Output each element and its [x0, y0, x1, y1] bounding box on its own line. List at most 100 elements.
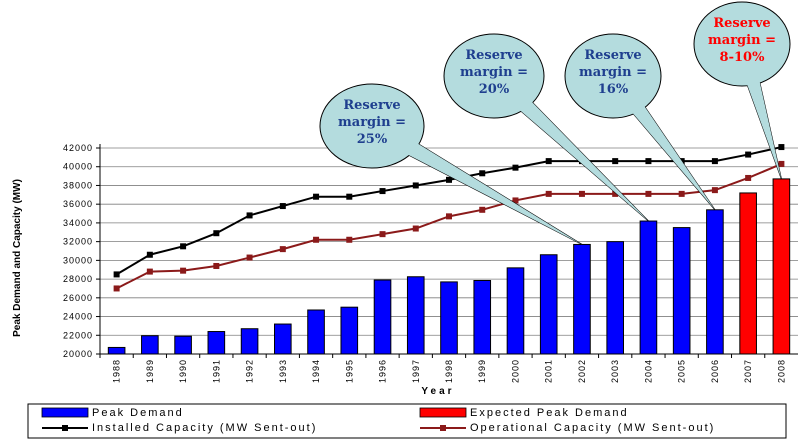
x-tick-label: 1996: [378, 359, 388, 383]
x-tick-label: 1988: [112, 359, 122, 383]
series-point: [778, 144, 785, 151]
callout-pointer-fill: [605, 70, 715, 210]
bar: [340, 306, 359, 355]
series-point: [412, 182, 419, 189]
bar: [739, 192, 757, 355]
series-point: [479, 170, 486, 177]
series-point: [246, 212, 253, 219]
series-point: [545, 190, 552, 197]
legend-label: Operational Capacity (MW Sent-out): [470, 422, 715, 434]
series-point: [545, 158, 552, 165]
y-tick-label: 42000: [63, 143, 93, 153]
series-point: [645, 190, 652, 197]
callout-pointer-fill: [367, 118, 582, 245]
legend-swatch-marker: [440, 425, 446, 431]
legend-swatch: [41, 407, 89, 418]
x-tick-label: 2005: [677, 359, 687, 383]
series-point: [678, 190, 685, 197]
x-tick-label: 1993: [278, 359, 288, 383]
callout-text-line: Reserve: [343, 98, 400, 113]
series-point: [446, 213, 452, 220]
series-point: [711, 187, 718, 194]
y-tick-label: 26000: [63, 293, 93, 303]
x-tick-label: 2000: [510, 359, 520, 383]
y-tick-label: 24000: [63, 312, 93, 322]
bar: [672, 227, 691, 355]
series-point: [612, 190, 619, 197]
legend-label: Installed Capacity (MW Sent-out): [92, 422, 317, 434]
callout-text-line: 20%: [479, 82, 510, 97]
series-point: [346, 193, 353, 200]
callout-pointer-fill: [733, 41, 782, 179]
series-point: [745, 174, 752, 181]
y-tick-label: 40000: [63, 162, 93, 172]
bar: [373, 279, 392, 355]
callout-text: Reserve margin = 16%: [579, 48, 647, 97]
x-tick-label: 2006: [710, 359, 720, 383]
y-tick-label: 30000: [63, 255, 93, 265]
x-tick-label: 1994: [311, 359, 321, 383]
callout-text-line: 25%: [357, 132, 388, 147]
series-point: [213, 230, 220, 237]
callout-text-line: margin =: [579, 65, 647, 80]
x-tick-label: 1998: [444, 359, 454, 383]
callout-text-line: margin =: [708, 33, 776, 48]
bar: [240, 328, 259, 355]
callout-text-line: 8-10%: [720, 50, 766, 65]
bar: [639, 220, 658, 355]
x-tick-label: 2004: [643, 359, 653, 383]
series-point: [279, 203, 286, 210]
series-point: [313, 236, 320, 243]
series-point: [479, 206, 486, 213]
bar: [274, 323, 292, 355]
bar: [506, 267, 525, 355]
bar: [107, 346, 126, 355]
x-tick-label: 1991: [211, 359, 221, 383]
x-tick-label: 2003: [610, 359, 620, 383]
bar: [207, 331, 226, 355]
bar: [440, 281, 458, 355]
x-tick-label: 2001: [544, 359, 554, 383]
y-tick-label: 20000: [63, 349, 93, 359]
x-tick-label: 1989: [145, 359, 155, 383]
legend-box: [27, 403, 787, 439]
legend-label: Expected Peak Demand: [470, 407, 629, 419]
series-point: [612, 158, 619, 165]
callout-text-line: Reserve: [465, 48, 522, 63]
legend-label: Peak Demand: [92, 407, 184, 419]
series-point: [711, 158, 718, 165]
series-point: [146, 251, 153, 258]
series-point: [146, 268, 153, 275]
legend-swatch: [419, 407, 467, 418]
callout-text-line: margin =: [338, 115, 406, 130]
y-tick-label: 22000: [63, 330, 93, 340]
series-point: [412, 225, 419, 232]
x-tick-label: 2002: [577, 359, 587, 383]
y-tick-label: 36000: [63, 199, 93, 209]
x-tick-label: 1999: [477, 359, 487, 383]
callout-text-line: 16%: [598, 82, 629, 97]
bars: [107, 178, 791, 355]
y-tick-label: 34000: [63, 218, 93, 228]
bar: [141, 335, 159, 355]
bar: [174, 335, 192, 355]
series-point: [379, 231, 386, 238]
series-point: [512, 197, 519, 204]
series-point: [213, 262, 220, 269]
series-point: [313, 193, 320, 200]
series-point: [246, 254, 253, 261]
y-tick-label: 38000: [63, 180, 93, 190]
y-axis-label: Peak Demand and Capacity (MW): [12, 179, 23, 337]
bar: [573, 243, 591, 355]
bar: [606, 241, 625, 355]
series-point: [446, 176, 452, 183]
series-point: [379, 188, 386, 195]
legend-swatch-marker: [62, 425, 68, 431]
series-point: [778, 160, 785, 167]
bar: [706, 209, 724, 355]
series-point: [578, 190, 585, 197]
callout-text: Reserve margin = 20%: [460, 48, 528, 97]
callout-text: Reserve margin = 25%: [338, 98, 406, 147]
x-tick-label: 2007: [743, 359, 753, 383]
